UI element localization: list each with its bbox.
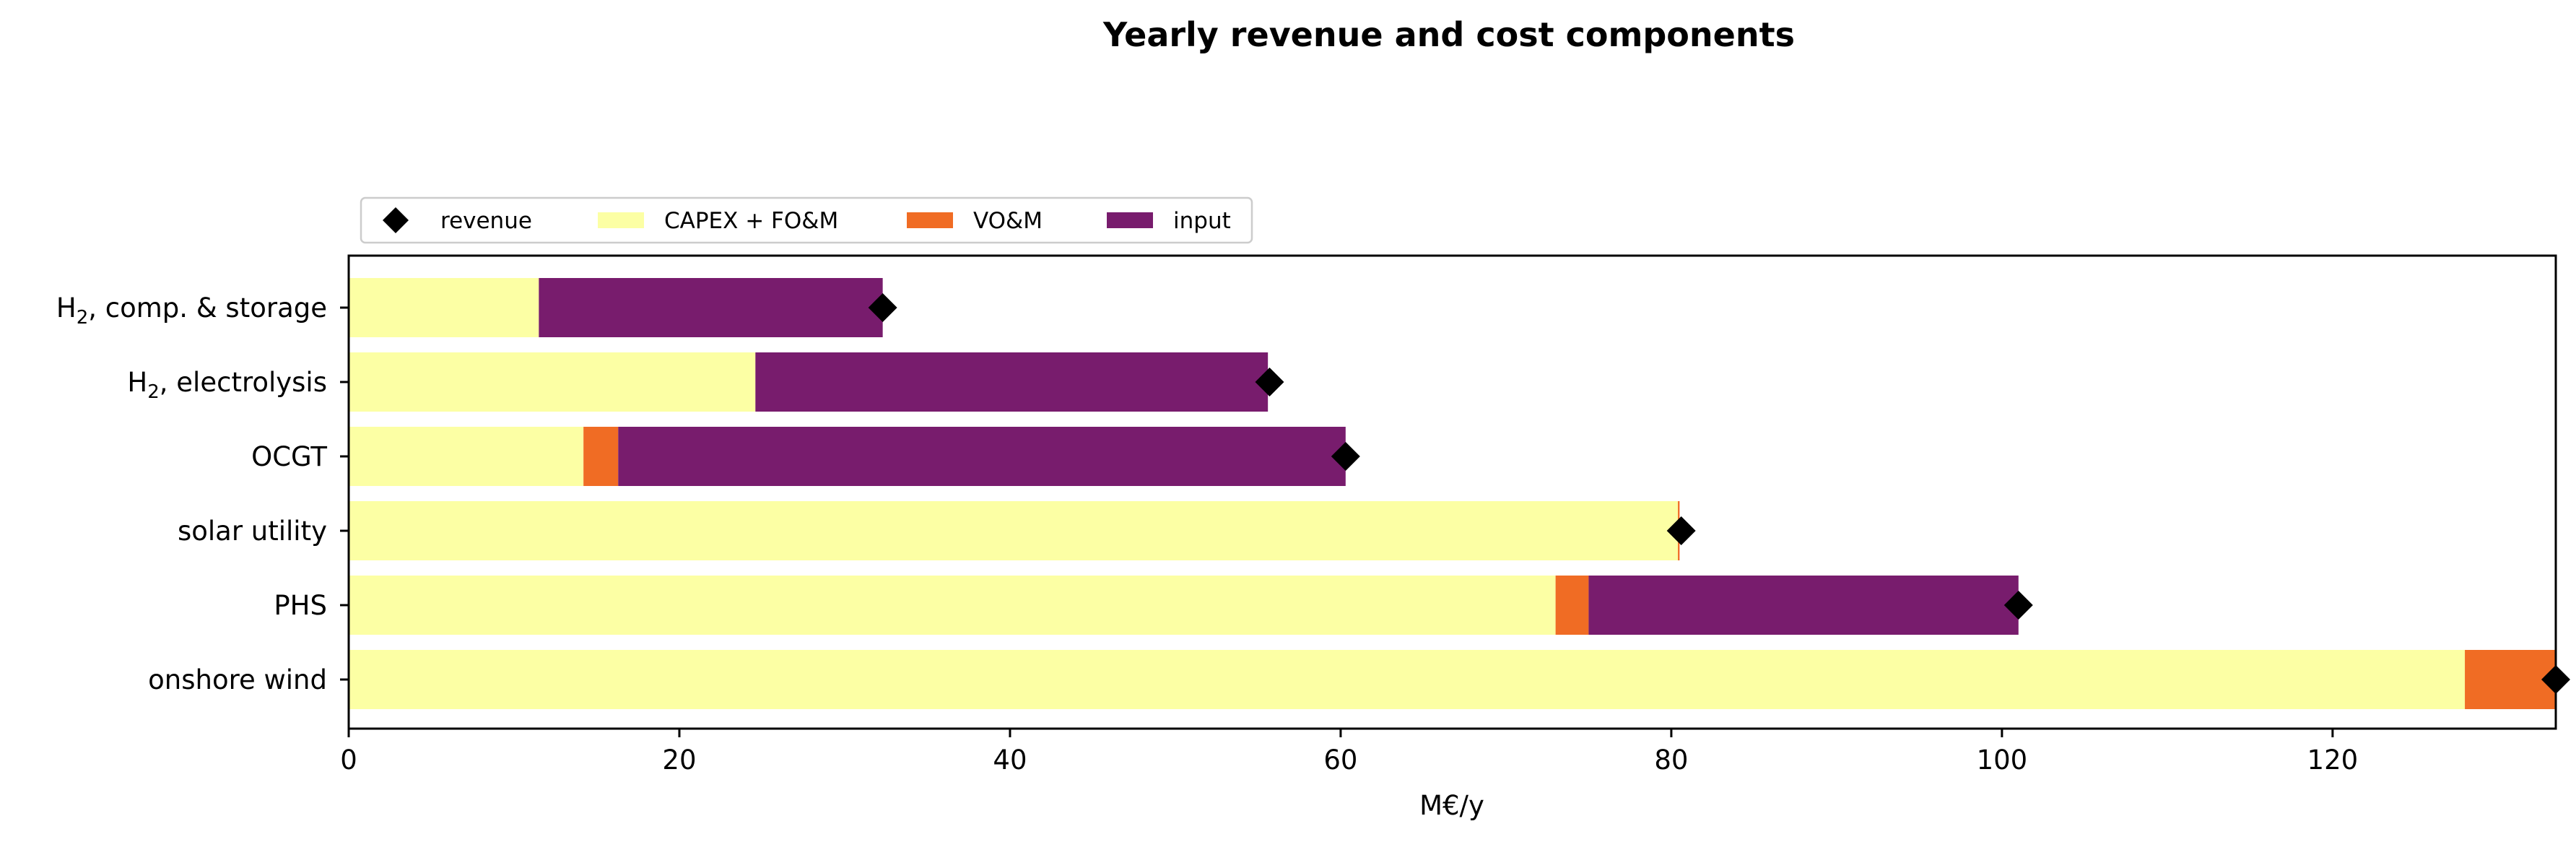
y-tick-label-4: PHS: [274, 590, 327, 621]
legend-handle-capex-fo-m: [598, 212, 644, 228]
y-tick-labels: H2, comp. & storage H2, electrolysis OCGT s…: [56, 292, 349, 695]
legend-box: [360, 196, 1253, 244]
y-tick-label-2: OCGT: [251, 441, 327, 472]
bar-input-1: [755, 352, 1269, 412]
revenue-marker-2: [1331, 442, 1360, 471]
bar-capex-fo-m-4: [349, 576, 1556, 635]
x-tick-label-4: 80: [1654, 745, 1688, 776]
legend-label-input: input: [1173, 208, 1231, 234]
chart-title: Yearly revenue and cost components: [1102, 15, 1795, 54]
revenue-marker-3: [1666, 516, 1696, 545]
x-axis-label: M€/y: [1419, 790, 1484, 821]
revenue-marker-1: [1255, 368, 1284, 396]
bar-capex-fo-m-3: [349, 501, 1679, 560]
bar-vo-m-2: [583, 427, 619, 486]
legend-handle-vo-m: [907, 212, 953, 228]
legend-label-capex-fo-m: CAPEX + FO&M: [664, 208, 838, 234]
x-tick-label-2: 40: [993, 745, 1027, 776]
y-tick-label-0: H2, comp. & storage: [56, 292, 327, 329]
y-tick-label-1: H2, electrolysis: [127, 367, 327, 403]
bar-vo-m-5: [2465, 650, 2556, 709]
x-ticks: 0 20 40 60 80 100 120: [340, 729, 2358, 776]
x-tick-label-1: 20: [662, 745, 696, 776]
bar-capex-fo-m-2: [349, 427, 584, 486]
legend-label-vo-m: VO&M: [973, 208, 1043, 234]
bar-capex-fo-m-1: [349, 352, 756, 412]
bars-layer: [349, 278, 2556, 709]
bar-capex-fo-m-5: [349, 650, 2466, 709]
legend-label-revenue: revenue: [440, 208, 532, 234]
bar-capex-fo-m-0: [349, 278, 539, 337]
bar-input-2: [618, 427, 1346, 486]
x-tick-label-3: 60: [1323, 745, 1357, 776]
x-tick-label-0: 0: [340, 745, 357, 776]
legend[interactable]: revenue CAPEX + FO&M VO&M input: [360, 196, 1253, 244]
y-tick-label-5: onshore wind: [148, 664, 327, 695]
bar-input-4: [1588, 576, 2019, 635]
bar-vo-m-4: [1555, 576, 1589, 635]
y-tick-label-3: solar utility: [178, 516, 327, 547]
plot-frame: [347, 254, 2557, 730]
legend-handle-input: [1107, 212, 1153, 228]
bar-input-0: [539, 278, 883, 337]
revenue-marker-4: [2003, 591, 2033, 620]
x-tick-label-5: 100: [1977, 745, 2028, 776]
x-tick-label-6: 120: [2307, 745, 2359, 776]
revenue-marker-0: [868, 293, 897, 322]
legend-handle-revenue: [383, 207, 409, 233]
